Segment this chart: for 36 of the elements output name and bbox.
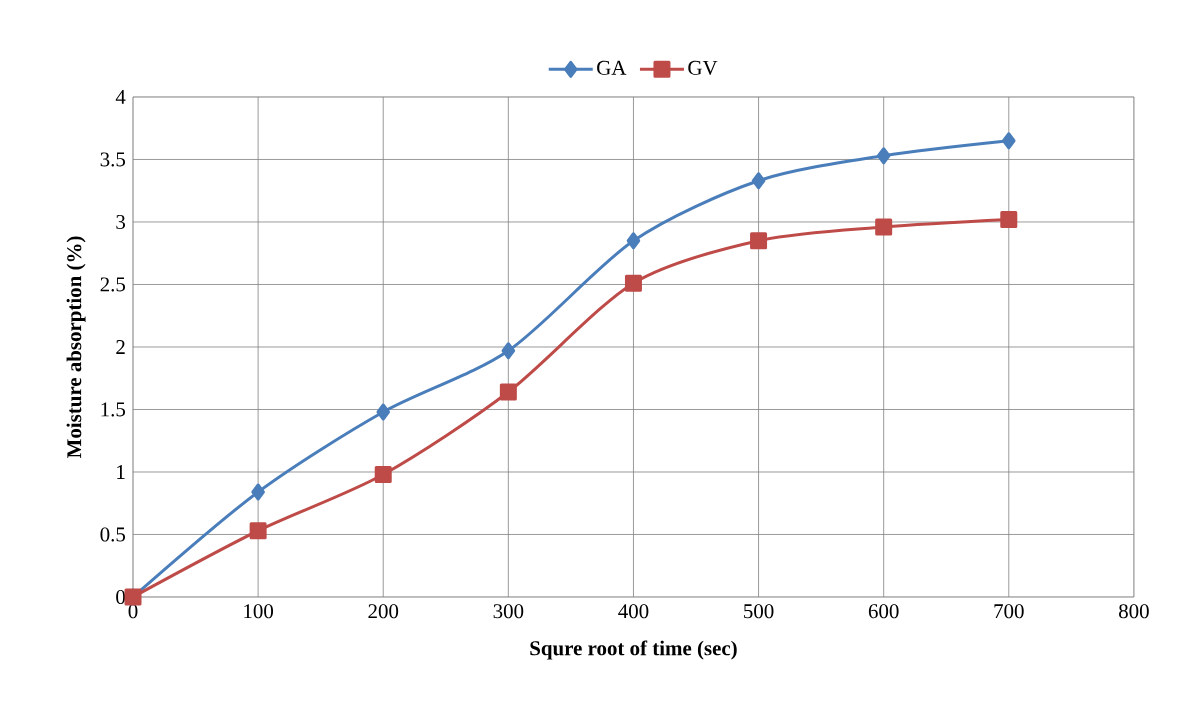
point [251,483,265,501]
point [499,383,517,401]
x-tick-label: 100 [244,604,274,619]
y-tick-label: 1.5 [101,402,126,417]
y-tick-label: 0.5 [100,527,126,542]
point [626,232,641,250]
point [875,218,893,236]
point [1000,210,1018,228]
x-tick-label: 400 [618,604,649,619]
x-tick-label: 0 [128,604,138,619]
point [624,274,642,292]
x-tick-label: 200 [368,604,399,619]
x-tick-label: 800 [1119,604,1149,619]
y-tick-label: 4 [115,90,126,104]
x-tick-label: 700 [994,604,1024,619]
x-tick-label: 500 [744,604,774,619]
y-tick-label: 3.5 [100,152,126,167]
legend-label: GA [597,60,627,75]
x-tick-label: 600 [868,604,899,619]
point [751,172,766,190]
point [249,522,267,540]
point [750,232,768,250]
y-tick-label: 2.5 [100,277,126,292]
point [501,342,516,360]
x-tick-label: 300 [493,604,524,619]
y-tick-label: 1 [117,465,125,479]
point [1002,132,1016,150]
point [876,147,891,165]
point [376,403,390,421]
y-tick-label: 3 [116,214,126,230]
legend-label: GV [688,60,718,75]
y-tick-label: 2 [116,340,125,354]
x-axis-title: Squre root of time (sec) [530,640,737,660]
y-axis-title: Moisture absorption (%) [66,236,86,459]
point [374,465,392,483]
y-tick-label: 0 [116,589,126,605]
